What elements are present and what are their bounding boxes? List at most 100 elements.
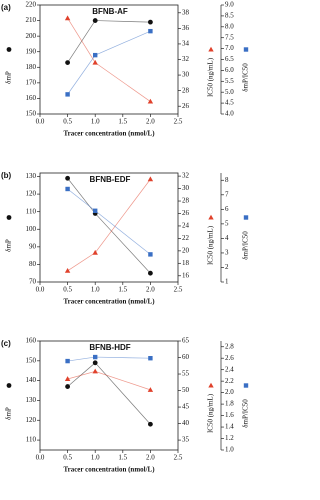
y3-tick-label: 9.0	[225, 1, 234, 9]
legend-marker	[6, 383, 12, 388]
axis-label: IC50 (ng/mL)	[207, 393, 215, 433]
y-tick-label: 150	[26, 110, 37, 118]
y3-tick-label: 1	[225, 278, 229, 286]
x-tick-label: 1.5	[118, 286, 127, 294]
legend-marker	[243, 383, 249, 388]
y3-tick-label: 2.6	[225, 354, 234, 362]
legend-marker	[243, 47, 249, 52]
legend-marker	[243, 215, 249, 220]
y-tick-label: 210	[26, 16, 37, 24]
x-tick-label: 2.5	[174, 118, 183, 126]
series-line	[67, 371, 151, 391]
series-line	[67, 18, 151, 102]
data-point	[93, 354, 98, 360]
y3-tick-label: 2.2	[225, 377, 234, 385]
y3-tick-label: 8.5	[225, 12, 234, 20]
data-point	[65, 358, 70, 364]
y3-tick-label: 8	[225, 176, 229, 184]
y2-tick-label: 26	[182, 209, 190, 217]
y2-tick-label: 55	[182, 370, 190, 378]
y2-tick-label: 22	[182, 234, 190, 242]
y2-tick-label: 24	[182, 222, 190, 230]
panel-label: (a)	[1, 3, 11, 12]
y-tick-label: 130	[26, 396, 37, 404]
x-tick-label: 0.5	[63, 118, 72, 126]
x-tick-label: 0.0	[36, 286, 45, 294]
y3-tick-label: 5	[225, 219, 229, 227]
figure: (a) BFNB-AF 0.0 0.5 1.0 1.5 2.0 2.5 Tracer conce…	[1, 1, 250, 474]
x-tick-label: 1.5	[118, 454, 127, 462]
y2-tick-label: 20	[182, 246, 190, 254]
y-tick-label: 200	[26, 32, 37, 40]
y2-tick-label: 30	[182, 184, 190, 192]
y3-tick-label: 2.8	[225, 342, 234, 350]
y2-tick-label: 35	[182, 436, 190, 444]
x-axis-label: Tracer concentration (nmol/L)	[63, 466, 155, 474]
y3-tick-label: 6	[225, 205, 229, 213]
y-tick-label: 70	[29, 278, 37, 286]
data-point	[65, 175, 70, 181]
y3-tick-label: 4.0	[225, 110, 234, 118]
data-point	[148, 356, 153, 361]
data-point	[148, 270, 153, 276]
series-line	[67, 30, 151, 95]
plot-frame	[39, 340, 179, 451]
axis-label: IC50 (ng/mL)	[207, 225, 215, 265]
y-tick-label: 150	[26, 356, 37, 364]
y2-tick-label: 60	[182, 353, 190, 361]
y3-tick-label: 2.0	[225, 388, 234, 396]
y2-tick-label: 34	[182, 40, 190, 48]
axis-label: δmP	[5, 407, 13, 420]
y-tick-label: 220	[26, 1, 37, 9]
x-tick-label: 0.5	[63, 286, 72, 294]
x-tick-label: 1.0	[91, 454, 100, 462]
y2-tick-label: 36	[182, 24, 190, 32]
x-tick-label: 0.0	[36, 454, 45, 462]
x-tick-label: 1.0	[91, 286, 100, 294]
legend-marker	[208, 46, 214, 52]
data-point	[147, 98, 154, 104]
data-point	[148, 28, 153, 34]
data-point	[148, 252, 153, 257]
data-point	[64, 267, 71, 273]
y2-tick-label: 50	[182, 386, 190, 394]
y2-tick-label: 26	[182, 102, 190, 110]
y-tick-label: 160	[26, 337, 37, 345]
y-tick-label: 140	[26, 376, 37, 384]
y-tick-label: 130	[26, 172, 37, 180]
y3-tick-label: 6.5	[225, 55, 234, 63]
y3-tick-label: 1.4	[225, 423, 234, 431]
x-tick-label: 1.0	[91, 118, 100, 126]
x-tick-label: 2.0	[146, 454, 155, 462]
x-tick-label: 2.5	[174, 454, 183, 462]
y3-tick-label: 2.4	[225, 365, 234, 373]
panel-label: (c)	[1, 339, 11, 348]
y-tick-label: 170	[26, 78, 37, 86]
y2-tick-label: 28	[182, 86, 190, 94]
y3-tick-label: 5.0	[225, 88, 234, 96]
legend-marker	[208, 382, 214, 388]
axis-label: δmP	[5, 71, 13, 84]
data-point	[92, 368, 98, 374]
plot-frame	[39, 172, 179, 283]
x-axis-label: Tracer concentration (nmol/L)	[63, 130, 155, 138]
data-point	[92, 59, 98, 65]
y-tick-label: 190	[26, 47, 37, 55]
series-line	[67, 362, 151, 425]
data-point	[92, 360, 98, 366]
axis-label: δmP/IC50	[242, 399, 250, 428]
y2-tick-label: 45	[182, 403, 190, 411]
y3-tick-label: 4	[225, 234, 229, 242]
chart-title: BFNB-HDF	[89, 343, 130, 352]
y3-tick-label: 7.0	[225, 44, 234, 52]
data-point	[148, 421, 153, 427]
data-point	[65, 92, 70, 97]
y-tick-label: 90	[29, 242, 37, 250]
panel-label: (b)	[1, 171, 12, 180]
y3-tick-label: 1.6	[225, 411, 234, 419]
y3-tick-label: 6.0	[225, 66, 234, 74]
axis-label: δmP/IC50	[242, 63, 250, 92]
data-point	[65, 384, 70, 389]
y2-tick-label: 28	[182, 197, 190, 205]
axis-label: δmP/IC50	[242, 231, 250, 260]
